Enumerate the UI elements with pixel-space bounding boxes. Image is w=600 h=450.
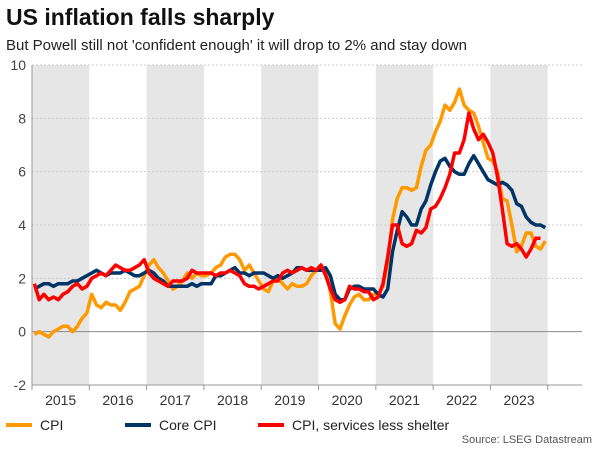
legend-swatch: [125, 423, 151, 427]
legend-item-core-cpi: Core CPI: [125, 417, 217, 433]
x-tick-label: 2017: [160, 392, 191, 408]
source-note: Source: LSEG Datastream: [461, 434, 592, 446]
x-tick-label: 2018: [217, 392, 248, 408]
x-tick-label: 2020: [332, 392, 363, 408]
series-line-core-cpi: [33, 153, 547, 302]
legend-swatch: [258, 423, 284, 427]
y-tick-label: -2: [14, 377, 27, 393]
legend-item-cpi: CPI: [6, 417, 63, 433]
x-tick-label: 2022: [446, 392, 477, 408]
x-tick-label: 2023: [503, 392, 534, 408]
y-tick-label: 6: [18, 164, 26, 180]
series-line-cpi: [33, 87, 547, 339]
legend-label: CPI, services less shelter: [292, 417, 450, 433]
y-tick-label: 10: [10, 57, 26, 73]
year-band: [146, 65, 204, 385]
legend-item-services-less-shelter: CPI, services less shelter: [258, 417, 449, 433]
chart-subtitle: But Powell still not 'confident enough' …: [6, 37, 467, 54]
chart-title: US inflation falls sharply: [6, 4, 275, 30]
y-tick-label: 4: [18, 217, 26, 233]
y-tick-label: 2: [18, 270, 26, 286]
series-line-cpi-services-less-shelter: [32, 111, 541, 305]
x-tick-label: 2015: [45, 392, 76, 408]
x-tick-label: 2021: [389, 392, 420, 408]
x-tick-label: 2019: [274, 392, 305, 408]
x-tick-label: 2016: [102, 392, 133, 408]
y-tick-label: 0: [18, 324, 26, 340]
legend-label: Core CPI: [159, 417, 217, 433]
y-tick-label: 8: [18, 110, 26, 126]
legend-swatch: [6, 423, 32, 427]
legend-label: CPI: [40, 417, 64, 433]
